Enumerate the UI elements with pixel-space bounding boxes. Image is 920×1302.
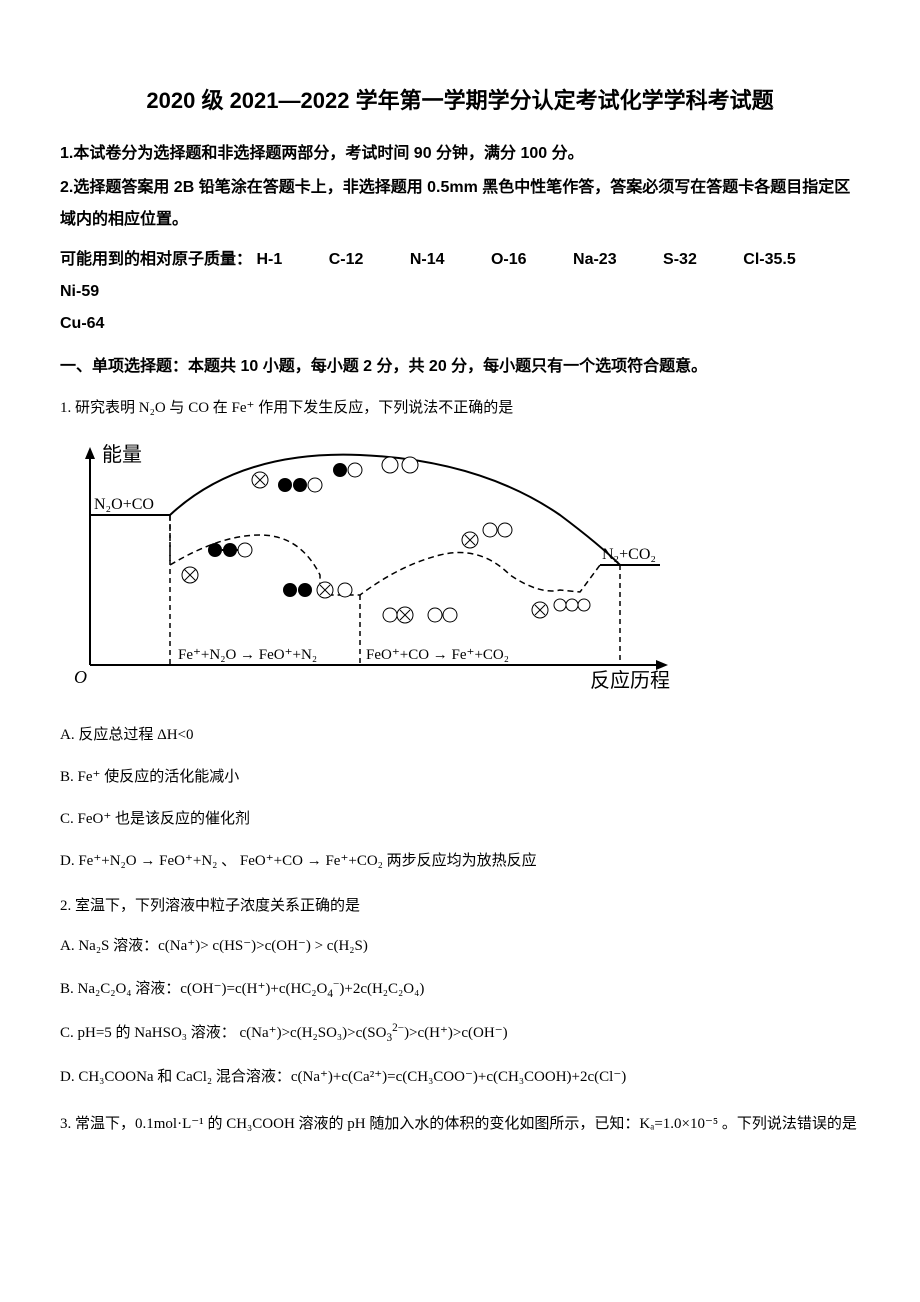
instruction-1: 1.本试卷分为选择题和非选择题两部分，考试时间 90 分钟，满分 100 分。 [60,138,860,170]
q1-post: 作用下发生反应，下列说法不正确的是 [254,400,513,416]
q2-option-d: D. CH₃COONa 和 CaCl₂ 混合溶液：c(Na⁺)+c(Ca²⁺)=… [60,1062,860,1092]
q1-d-mid: 、 [217,853,240,869]
right-label: N₂+CO₂ [602,546,656,563]
mass-ni: Ni-59 [60,276,99,308]
q1-co: CO [188,400,209,416]
q2-c-post: )>c(H⁺)>c(OH⁻) [404,1025,508,1041]
molecule-cluster-1 [182,543,252,583]
q3-text: 3. 常温下，0.1mol·L⁻¹ 的 CH₃COOH 溶液的 pH 随加入水的… [60,1106,860,1142]
q3-number: 3. [60,1116,71,1132]
q3-mid1: 的 [204,1116,227,1132]
q1-c-post: 也是该反应的催化剂 [111,811,250,827]
mass-n: N-14 [410,244,445,276]
exam-title: 2020 级 2021—2022 学年第一学期学分认定考试化学学科考试题 [60,80,860,122]
q2-c-pre: C. pH=5 的 NaHSO₃ 溶液： c(Na⁺)>c(H₂SO₃)>c(S… [60,1025,386,1041]
q1-mid1: 与 [166,400,189,416]
q1-option-b: B. Fe⁺ 使反应的活化能减小 [60,762,860,792]
atomic-mass-label: 可能用到的相对原子质量： [60,251,252,268]
instructions-block: 1.本试卷分为选择题和非选择题两部分，考试时间 90 分钟，满分 100 分。 … [60,138,860,236]
q1-n2o: N₂O [139,400,166,416]
question-3: 3. 常温下，0.1mol·L⁻¹ 的 CH₃COOH 溶液的 pH 随加入水的… [60,1106,860,1142]
mass-s: S-32 [663,244,697,276]
q1-d-chem1: Fe⁺+N₂O → FeO⁺+N₂ [78,853,217,869]
q1-b-pre: B. [60,769,78,785]
mass-cu: Cu-64 [60,308,104,340]
origin-label: O [74,667,87,687]
q3-ph: pH [347,1116,365,1132]
q1-pre: 研究表明 [75,400,139,416]
energy-diagram-svg: 能量 反应历程 O N₂O+CO N₂+CO₂ Fe⁺+N₂O → FeO⁺+N… [60,435,680,695]
q2-option-a: A. Na₂S 溶液：c(Na⁺)> c(HS⁻)>c(OH⁻) > c(H₂S… [60,931,860,961]
molecule-cluster-right [383,523,590,623]
q1-energy-diagram: 能量 反应历程 O N₂O+CO N₂+CO₂ Fe⁺+N₂O → FeO⁺+N… [60,435,860,706]
q2-option-b: B. Na₂C₂O₄ 溶液：c(OH⁻)=c(H⁺)+c(HC₂O4−)+2c(… [60,973,860,1006]
mass-na: Na-23 [573,244,617,276]
q1-number: 1. [60,400,71,416]
q1-mid2: 在 [209,400,232,416]
mass-cl: Cl-35.5 [743,244,795,276]
q1-option-a: A. 反应总过程 ΔH<0 [60,720,860,750]
q1-c-pre: C. [60,811,78,827]
x-axis-label: 反应历程 [590,669,670,692]
q3-ka: Kₐ=1.0×10⁻⁵ [639,1116,718,1132]
mass-o: O-16 [491,244,527,276]
q1-b-post: 使反应的活化能减小 [100,769,239,785]
question-1: 1. 研究表明 N₂O 与 CO 在 Fe⁺ 作用下发生反应，下列说法不正确的是… [60,392,860,876]
atomic-mass-block: 可能用到的相对原子质量： H-1 C-12 N-14 O-16 Na-23 S-… [60,244,860,340]
q2-options: A. Na₂S 溶液：c(Na⁺)> c(HS⁻)>c(OH⁻) > c(H₂S… [60,931,860,1092]
q3-post: 。下列说法错误的是 [718,1116,857,1132]
molecule-cluster-peak [252,457,418,492]
q2-c-sup: 2− [392,1022,404,1034]
q3-conc: 0.1mol·L⁻¹ [135,1116,204,1132]
q3-chem: CH₃COOH [226,1116,295,1132]
q3-mid3: 随加入水的体积的变化如图所示，已知： [366,1116,640,1132]
q1-c-chem: FeO⁺ [78,811,112,827]
q1-d-pre: D. [60,853,78,869]
q2-text: 2. 室温下，下列溶液中粒子浓度关系正确的是 [60,890,860,923]
q1-option-d: D. Fe⁺+N₂O → FeO⁺+N₂ 、 FeO⁺+CO → Fe⁺+CO₂… [60,846,860,876]
q1-text: 1. 研究表明 N₂O 与 CO 在 Fe⁺ 作用下发生反应，下列说法不正确的是 [60,392,860,425]
left-label: N₂O+CO [94,496,154,513]
step1-label: Fe⁺+N₂O → FeO⁺+N₂ [178,647,317,663]
q1-option-c: C. FeO⁺ 也是该反应的催化剂 [60,804,860,834]
q2-body: 室温下，下列溶液中粒子浓度关系正确的是 [75,898,360,914]
mass-h: H-1 [256,244,282,276]
mass-c: C-12 [329,244,364,276]
q2-b-post: )+2c(H₂C₂O₄) [339,981,424,997]
y-axis-label: 能量 [102,443,142,466]
q2-b-pre: B. Na₂C₂O₄ 溶液：c(OH⁻)=c(H⁺)+c(HC₂O [60,981,327,997]
q3-pre: 常温下， [75,1116,135,1132]
step2-label: FeO⁺+CO → Fe⁺+CO₂ [366,647,509,663]
q3-mid2: 溶液的 [295,1116,348,1132]
instruction-2: 2.选择题答案用 2B 铅笔涂在答题卡上，非选择题用 0.5mm 黑色中性笔作答… [60,172,860,236]
q1-options: A. 反应总过程 ΔH<0 B. Fe⁺ 使反应的活化能减小 C. FeO⁺ 也… [60,720,860,876]
q2-option-c: C. pH=5 的 NaHSO₃ 溶液： c(Na⁺)>c(H₂SO₃)>c(S… [60,1017,860,1050]
q1-d-chem2: FeO⁺+CO → Fe⁺+CO₂ [240,853,383,869]
q2-number: 2. [60,898,71,914]
molecule-cluster-mid [283,582,352,598]
section-1-header: 一、单项选择题：本题共 10 小题，每小题 2 分，共 20 分，每小题只有一个… [60,352,860,382]
q1-fe: Fe⁺ [232,400,255,416]
q1-d-post: 两步反应均为放热反应 [383,853,537,869]
q1-b-chem: Fe⁺ [78,769,101,785]
question-2: 2. 室温下，下列溶液中粒子浓度关系正确的是 A. Na₂S 溶液：c(Na⁺)… [60,890,860,1092]
